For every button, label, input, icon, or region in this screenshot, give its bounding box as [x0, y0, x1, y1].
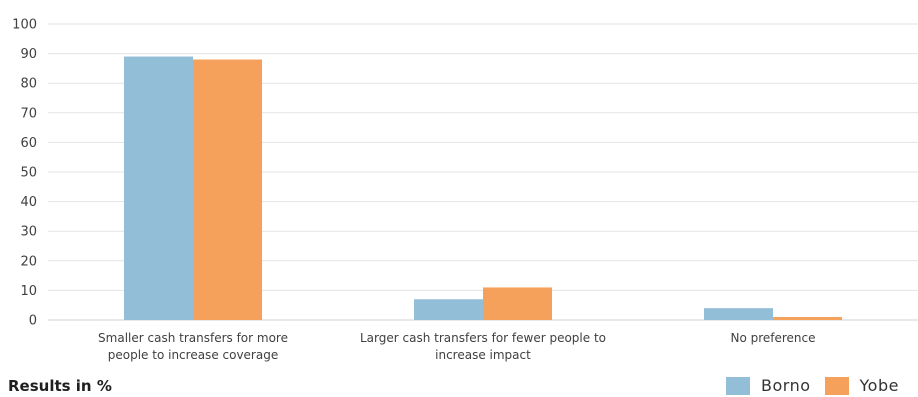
legend-swatch-yobe [824, 376, 849, 395]
y-tick-label: 80 [20, 77, 37, 92]
x-category-label: increase impact [435, 348, 531, 362]
y-tick-label: 30 [20, 225, 37, 240]
legend: Borno Yobe [726, 376, 899, 395]
bar-borno [124, 56, 193, 321]
x-category-label: people to increase coverage [108, 348, 278, 362]
bar-borno [414, 299, 483, 320]
legend-label-yobe: Yobe [859, 376, 899, 395]
y-tick-label: 40 [20, 195, 37, 210]
y-tick-label: 10 [20, 284, 37, 299]
bar-borno [704, 308, 773, 320]
y-tick-label: 20 [20, 254, 37, 269]
legend-swatch-borno [726, 376, 750, 395]
bar-chart: 0 10 20 30 40 50 60 70 80 90 100 Smaller cash trans… [12, 18, 918, 362]
x-category-label: Larger cash transfers for fewer people t… [360, 331, 606, 345]
y-tick-label: 50 [20, 166, 37, 181]
x-category-label: Smaller cash transfers for more [98, 331, 288, 345]
y-tick-label: 70 [20, 106, 37, 121]
results-note: Results in % [8, 377, 112, 395]
bar-yobe [193, 59, 262, 321]
legend-item-borno: Borno [726, 376, 811, 395]
x-category-label: No preference [730, 331, 815, 345]
bar-yobe [773, 317, 842, 320]
legend-item-yobe: Yobe [824, 376, 899, 395]
bar-yobe [483, 287, 552, 320]
y-tick-label: 100 [12, 18, 37, 33]
y-tick-label: 90 [20, 47, 37, 62]
y-tick-label: 0 [29, 314, 37, 329]
legend-label-borno: Borno [761, 376, 811, 395]
y-tick-label: 60 [20, 136, 37, 151]
